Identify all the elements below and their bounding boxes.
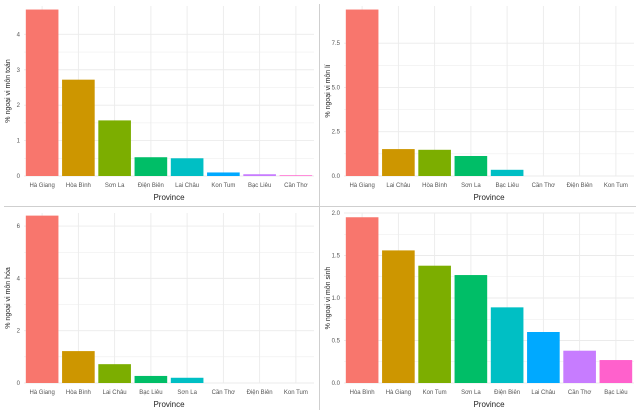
- x-tick-label: Điện Biên: [494, 390, 520, 396]
- x-tick-label: Lai Châu: [386, 183, 410, 189]
- x-tick-label: Bạc Liêu: [139, 390, 162, 396]
- x-tick-label: Hòa Bình: [350, 390, 375, 396]
- y-tick-label: 2.5: [332, 130, 341, 136]
- panel-divider-vertical: [319, 4, 320, 410]
- bar: [382, 149, 415, 176]
- x-tick-label: Cần Thơ: [212, 390, 236, 396]
- x-tick-label: Kon Tum: [604, 183, 628, 189]
- x-tick-label: Hà Giang: [29, 390, 54, 396]
- x-tick-label: Kon Tum: [284, 390, 308, 396]
- bar: [98, 120, 131, 176]
- chart-toan: 0 1 2 3 4 Hà Giang Hòa Bình Sơn La Điện Biên Lai …: [0, 0, 320, 207]
- bar: [134, 157, 168, 176]
- y-tick-label: 1.0: [332, 296, 341, 302]
- bar: [599, 360, 633, 383]
- chart-svg: 0.0 2.5 5.0 7.5 Hà Giang Lai Châu Hòa Bình Sơn …: [325, 6, 634, 202]
- x-tick-label: Sơn La: [105, 183, 125, 189]
- y-tick-label: 7.5: [332, 41, 341, 47]
- x-tick-label: Sơn La: [461, 183, 481, 189]
- bar: [345, 9, 379, 176]
- y-tick-label: 0: [17, 381, 21, 387]
- y-axis-title: % ngoại vi môn sinh: [325, 267, 332, 330]
- x-axis-title: Province: [153, 400, 185, 409]
- bar: [62, 351, 95, 383]
- bar: [490, 169, 524, 176]
- x-tick-label: Cần Thơ: [284, 183, 308, 189]
- x-tick-label: Hà Giang: [349, 183, 374, 189]
- x-axis-title: Province: [473, 193, 505, 202]
- x-tick-label: Điện Biên: [247, 390, 273, 396]
- bar: [279, 175, 313, 176]
- y-axis-title: % ngoại vi môn lí: [325, 64, 332, 117]
- y-tick-label: 0.0: [332, 381, 341, 387]
- bar: [345, 217, 379, 383]
- x-tick-label: Hòa Bình: [66, 390, 91, 396]
- bar: [418, 265, 451, 383]
- chart-svg: 0 2 4 6 Hà Giang Hòa Bình Lai Châu Bạc Liêu Sơn …: [5, 213, 314, 409]
- x-tick-label: Bạc Liêu: [495, 183, 518, 189]
- x-tick-label: Lai Châu: [531, 390, 555, 396]
- x-tick-label: Kon Tum: [211, 183, 235, 189]
- chart-svg: 0.0 0.5 1.0 1.5 2.0 Hòa Bình Hà Giang Kon Tum Sơ…: [325, 211, 634, 409]
- bar: [98, 364, 131, 383]
- bar: [490, 307, 524, 383]
- y-tick-label: 2.0: [332, 211, 341, 217]
- chart-hoa: 0 2 4 6 Hà Giang Hòa Bình Lai Châu Bạc Liêu Sơn …: [0, 207, 320, 414]
- bar: [207, 172, 240, 176]
- bar: [243, 174, 276, 176]
- x-tick-label: Hà Giang: [386, 390, 411, 396]
- chart-svg: 0 1 2 3 4 Hà Giang Hòa Bình Sơn La Điện Biên Lai …: [5, 6, 314, 202]
- x-tick-label: Kon Tum: [423, 390, 447, 396]
- x-tick-label: Bạc Liêu: [248, 183, 271, 189]
- y-tick-label: 3: [17, 68, 21, 74]
- bar: [25, 9, 59, 176]
- x-tick-label: Sơn La: [461, 390, 481, 396]
- x-tick-label: Bạc Liêu: [604, 390, 627, 396]
- x-tick-label: Hòa Bình: [422, 183, 447, 189]
- y-tick-label: 2: [17, 329, 21, 335]
- x-tick-label: Điện Biên: [138, 183, 164, 189]
- bar: [563, 350, 596, 383]
- bar: [454, 275, 488, 383]
- bar: [134, 375, 168, 383]
- y-tick-label: 0: [17, 174, 21, 180]
- bar: [25, 215, 59, 383]
- bar: [170, 158, 204, 176]
- y-tick-label: 4: [17, 32, 21, 38]
- chart-li: 0.0 2.5 5.0 7.5 Hà Giang Lai Châu Hòa Bình Sơn …: [320, 0, 640, 207]
- bar: [62, 79, 95, 176]
- bar: [418, 149, 451, 176]
- x-tick-label: Sơn La: [177, 390, 197, 396]
- y-tick-label: 1: [17, 139, 21, 145]
- bar: [382, 250, 415, 383]
- x-tick-label: Cần Thơ: [532, 183, 556, 189]
- x-tick-label: Lai Châu: [175, 183, 199, 189]
- y-tick-label: 5.0: [332, 85, 341, 91]
- panel-divider-horizontal: [4, 206, 636, 207]
- x-tick-label: Lai Châu: [103, 390, 127, 396]
- chart-sinh: 0.0 0.5 1.0 1.5 2.0 Hòa Bình Hà Giang Kon Tum Sơ…: [320, 207, 640, 414]
- y-tick-label: 4: [17, 276, 21, 282]
- bar: [527, 332, 560, 383]
- y-tick-label: 1.5: [332, 254, 341, 260]
- y-tick-label: 0.5: [332, 339, 341, 345]
- bar: [170, 377, 204, 383]
- x-tick-label: Hà Giang: [29, 183, 54, 189]
- y-tick-label: 0.0: [332, 174, 341, 180]
- y-tick-label: 6: [17, 224, 21, 230]
- y-axis-title: % ngoại vi môn hóa: [5, 267, 12, 329]
- x-tick-label: Điện Biên: [567, 183, 593, 189]
- bar: [454, 155, 488, 176]
- y-axis-title: % ngoại vi môn toán: [5, 59, 12, 123]
- x-axis-title: Province: [153, 193, 185, 202]
- x-tick-label: Cần Thơ: [568, 390, 592, 396]
- x-tick-label: Hòa Bình: [66, 183, 91, 189]
- y-tick-label: 2: [17, 103, 21, 109]
- x-axis-title: Province: [473, 400, 505, 409]
